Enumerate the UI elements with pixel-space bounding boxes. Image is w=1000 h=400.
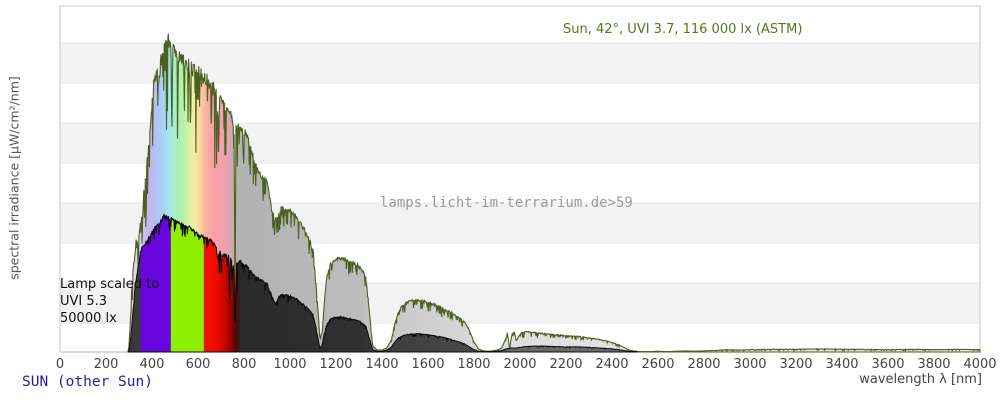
x-axis-tick-1200: 1200: [319, 357, 353, 372]
x-axis-tick-200: 200: [93, 357, 119, 372]
lamp-scale-line1: Lamp scaled to: [60, 277, 160, 292]
x-axis-tick-1800: 1800: [457, 357, 491, 372]
x-axis-tick-800: 800: [231, 357, 257, 372]
lamp-scale-annotation: Lamp scaled to UVI 5.3 50000 lx: [60, 276, 159, 327]
y-axis-label: spectral irradiance [μW/cm²/nm]: [6, 76, 22, 280]
x-axis-tick-2800: 2800: [687, 357, 721, 372]
x-axis-tick-4000: 4000: [963, 357, 997, 372]
x-axis-tick-3800: 3800: [917, 357, 951, 372]
x-axis-tick-0: 0: [55, 357, 65, 372]
chart-title: Sun, 42°, UVI 3.7, 116 000 lx (ASTM): [563, 22, 803, 37]
x-axis-tick-3400: 3400: [825, 357, 859, 372]
lamp-name-label: SUN (other Sun): [22, 374, 153, 390]
watermark: lamps.licht-im-terrarium.de>59: [380, 195, 633, 211]
x-axis-tick-2000: 2000: [503, 357, 537, 372]
x-axis-tick-1400: 1400: [365, 357, 399, 372]
x-axis-tick-3600: 3600: [871, 357, 905, 372]
lamp-scale-line3: 50000 lx: [60, 311, 117, 326]
x-axis-tick-400: 400: [139, 357, 165, 372]
lamp-scale-line2: UVI 5.3: [60, 294, 108, 309]
x-axis-tick-2400: 2400: [595, 357, 629, 372]
grid-band: [60, 43, 980, 83]
x-axis-tick-3200: 3200: [779, 357, 813, 372]
x-axis-tick-2200: 2200: [549, 357, 583, 372]
x-axis-tick-2600: 2600: [641, 357, 675, 372]
x-axis-tick-600: 600: [185, 357, 211, 372]
x-axis-tick-1000: 1000: [273, 357, 307, 372]
x-axis-tick-1600: 1600: [411, 357, 445, 372]
sun-spectrum-path: [127, 33, 981, 353]
x-axis-tick-3000: 3000: [733, 357, 767, 372]
lamp-spectrum-path: [128, 213, 638, 353]
x-axis-label: wavelength λ [nm]: [859, 372, 982, 387]
